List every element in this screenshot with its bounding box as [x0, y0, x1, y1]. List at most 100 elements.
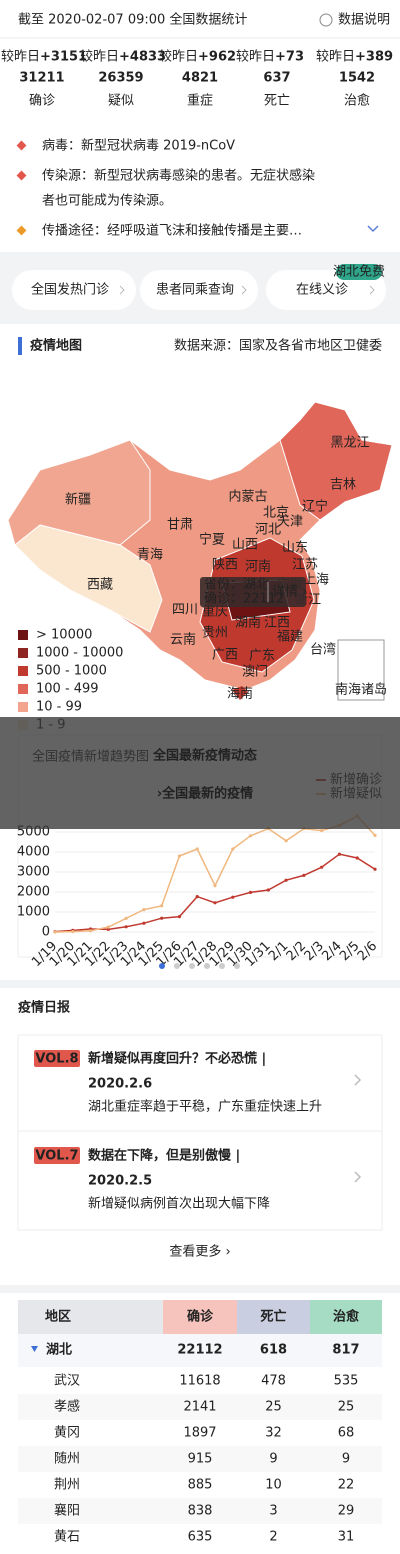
- table-cell: 635: [188, 1530, 213, 1545]
- y-tick-label: 2000: [17, 885, 50, 900]
- point: [124, 925, 128, 929]
- province-label: 贵州: [202, 626, 228, 641]
- point: [160, 904, 164, 908]
- stat-value: 637: [263, 71, 290, 86]
- province-label: 山西: [232, 538, 258, 553]
- province-label: 江苏: [292, 557, 318, 573]
- button[interactable]: [12, 270, 136, 310]
- report-title: 新增疑似再度回升？不必恐慌 |: [88, 1051, 266, 1067]
- province-label: 四川: [172, 603, 198, 618]
- point: [302, 873, 306, 878]
- table-header: 确诊: [187, 1309, 214, 1325]
- vol-text: VOL.8: [35, 1052, 78, 1067]
- chevron: [119, 285, 125, 295]
- delta-value: +73: [275, 50, 304, 65]
- point: [248, 890, 253, 895]
- carousel-dot[interactable]: [234, 963, 240, 969]
- more-link[interactable]: 查看更多 ›: [169, 1244, 230, 1260]
- point: [142, 908, 146, 912]
- point: [213, 884, 217, 888]
- expand-icon[interactable]: [367, 225, 379, 233]
- point: [231, 895, 235, 899]
- header-cell: [163, 1300, 237, 1334]
- stat-value: 26359: [98, 71, 143, 86]
- report-sub: 新增疑似病例首次出现大幅下降: [88, 1196, 270, 1212]
- table-cell: 9: [269, 1452, 277, 1467]
- point: [355, 856, 359, 860]
- table-header: 死亡: [260, 1309, 286, 1325]
- province-label: 云南: [170, 632, 196, 648]
- chevron: [369, 285, 375, 295]
- report-card: [17, 1034, 383, 1231]
- province-label: 河北: [255, 523, 281, 538]
- carousel-dot[interactable]: [174, 963, 180, 969]
- legend-swatch: [18, 702, 28, 712]
- delta-value: +389: [355, 50, 393, 65]
- table-cell: 黄冈: [54, 1426, 80, 1441]
- table-cell: 黄石: [54, 1530, 80, 1545]
- table-cell: 535: [334, 1374, 359, 1389]
- help-link[interactable]: 数据说明: [338, 13, 390, 28]
- province-label: 重庆: [202, 604, 228, 620]
- table-cell: 22112: [177, 1343, 222, 1358]
- province-label: 澳门: [242, 664, 268, 680]
- point: [106, 927, 110, 932]
- button[interactable]: [140, 270, 258, 310]
- table-cell: 817: [332, 1343, 359, 1358]
- tooltip-link[interactable]: 详情 ›: [272, 585, 307, 600]
- province-label: 陕西: [212, 558, 238, 573]
- delta-value: +962: [198, 50, 236, 65]
- province-label: 甘肃: [167, 518, 193, 533]
- province-label: 内蒙古: [228, 489, 267, 505]
- delta-value: +4833: [119, 50, 166, 65]
- row-bg: [18, 1446, 382, 1472]
- stat-value: 1542: [339, 71, 375, 86]
- row-bg: [18, 1334, 382, 1367]
- stat-label: 重症: [187, 93, 213, 109]
- carousel-dot[interactable]: [204, 963, 210, 969]
- button-label: 在线义诊: [296, 283, 348, 298]
- section-title: 疫情地图: [30, 338, 82, 354]
- chevron[interactable]: [354, 1171, 362, 1183]
- y-tick-label: 3000: [17, 865, 50, 880]
- inset-frame: [337, 639, 385, 701]
- report-title: 2020.2.6: [88, 1077, 152, 1092]
- carousel-dot[interactable]: [159, 963, 165, 969]
- stat-label: 治愈: [344, 94, 370, 109]
- title-bar: [18, 337, 22, 355]
- table-cell: 25: [338, 1400, 355, 1415]
- point: [195, 847, 199, 851]
- expand-icon[interactable]: [31, 1346, 38, 1352]
- table-header: 地区: [45, 1309, 71, 1325]
- carousel-dot[interactable]: [219, 963, 225, 969]
- bullet: [16, 140, 27, 151]
- tooltip-text: 确诊：22112: [204, 592, 284, 607]
- inset-label: 南海诸岛: [335, 682, 387, 698]
- table-cell: 32: [265, 1426, 282, 1441]
- row-bg: [18, 1524, 382, 1550]
- province-label: 上海: [303, 573, 329, 588]
- province-label: 河南: [245, 559, 271, 575]
- table-cell: 湖北: [46, 1343, 72, 1358]
- row-bg: [18, 1472, 382, 1498]
- stat-label: 死亡: [264, 94, 290, 109]
- table-cell: 10: [265, 1478, 282, 1493]
- province-label: 山东: [282, 541, 308, 556]
- region-hainan: [232, 686, 248, 700]
- delta-label: 较昨日: [236, 50, 275, 65]
- report-sub: 湖北重症率趋于平稳，广东重症快速上升: [88, 1099, 322, 1115]
- tooltip: [200, 577, 306, 607]
- report-title: 2020.2.5: [88, 1174, 152, 1189]
- badge: [336, 264, 382, 280]
- region-north: [279, 401, 393, 521]
- province-label: 广东: [249, 649, 275, 664]
- province-label: 天津: [277, 515, 303, 530]
- carousel-dot[interactable]: [189, 963, 195, 969]
- header-cell: [18, 1300, 163, 1334]
- delta-label: 较昨日: [316, 50, 355, 65]
- chevron[interactable]: [354, 1074, 362, 1086]
- province-label: 吉林: [330, 478, 356, 493]
- delta-label: 较昨日: [1, 50, 40, 65]
- table-cell: 618: [260, 1343, 287, 1358]
